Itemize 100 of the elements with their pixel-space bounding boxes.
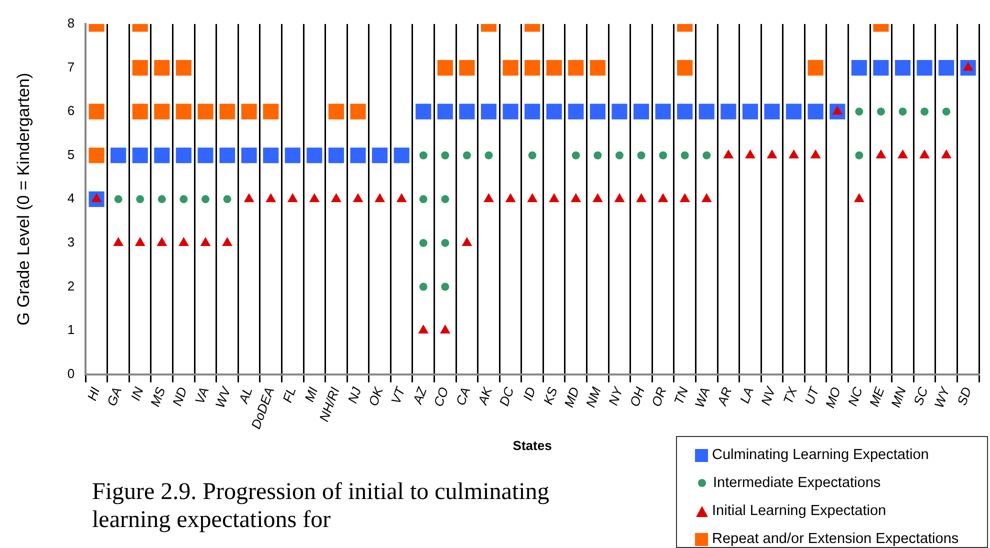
x-tick-label: WY [931, 384, 953, 410]
x-tick-label: OH [626, 384, 648, 409]
legend-label: Culminating Learning Expectation [712, 447, 929, 463]
point [876, 149, 886, 158]
point [374, 193, 385, 202]
point [437, 104, 453, 120]
point [132, 148, 148, 164]
x-tick-label: GA [104, 385, 125, 408]
point [480, 104, 497, 120]
point [590, 104, 606, 120]
point [263, 148, 279, 164]
y-tick-label: 4 [67, 190, 75, 206]
point [548, 193, 560, 202]
point [459, 104, 475, 120]
point [331, 193, 342, 202]
point [219, 148, 236, 164]
point [178, 236, 189, 246]
y-tick-label: 8 [67, 16, 75, 31]
point [287, 193, 298, 202]
point [198, 148, 214, 164]
x-tick-label: FL [280, 385, 299, 404]
point [372, 148, 388, 164]
x-tick-label: NJ [344, 384, 364, 406]
x-tick-label: AL [235, 385, 256, 406]
point [788, 149, 799, 158]
point [916, 60, 932, 76]
y-tick-label: 1 [67, 322, 75, 338]
point [396, 193, 407, 202]
y-tick-label: 5 [67, 146, 75, 162]
y-tick-label: 3 [67, 234, 75, 250]
point [546, 104, 562, 120]
point [113, 236, 124, 246]
point [636, 193, 646, 202]
y-tick-label: 2 [67, 278, 75, 294]
x-tick-label: WA [692, 385, 713, 410]
point [394, 148, 410, 164]
point [502, 104, 518, 120]
x-tick-label: MS [147, 384, 168, 409]
x-tick-label: CA [452, 385, 474, 408]
x-tick-label: DC [496, 384, 517, 408]
x-tick-label: SD [954, 385, 974, 408]
point [437, 60, 453, 76]
point [766, 149, 778, 158]
x-tick-label: MD [561, 385, 582, 410]
y-tick-label: 0 [67, 366, 75, 381]
point [941, 149, 952, 158]
point [938, 60, 954, 76]
point [440, 324, 450, 334]
point [614, 193, 625, 202]
x-tick-label: HI [84, 384, 103, 402]
legend-label: Intermediate Expectations [713, 475, 881, 491]
point [200, 236, 211, 246]
x-tick-label: ND [169, 385, 190, 408]
x-tick-label: ME [866, 384, 888, 409]
legend-label: Initial Learning Expectation [712, 503, 886, 519]
x-axis-title: States [512, 438, 552, 453]
point [570, 193, 582, 202]
point [633, 104, 650, 120]
point [222, 236, 232, 246]
x-tick-label: WV [212, 384, 234, 410]
point [854, 193, 864, 202]
point [919, 149, 930, 158]
x-tick-label: OK [365, 384, 386, 408]
point [851, 60, 867, 76]
x-tick-label: OR [648, 385, 670, 409]
point [134, 236, 146, 246]
point [266, 193, 276, 202]
point [680, 193, 690, 202]
y-tick-label: 7 [67, 59, 75, 74]
point [309, 193, 320, 202]
point [284, 148, 300, 164]
x-tick-label: SC [910, 384, 931, 408]
x-tick-label: IN [128, 384, 147, 402]
point [110, 148, 126, 164]
point [88, 148, 104, 164]
point [568, 104, 584, 120]
y-axis-title: G Grade Level (0 = Kindergarten) [14, 72, 33, 326]
point [176, 148, 192, 164]
point [701, 193, 712, 202]
x-tick-label: NC [844, 384, 866, 408]
x-tick-label: NY [605, 384, 626, 408]
x-tick-label: TN [671, 384, 692, 407]
point [658, 193, 668, 202]
point [742, 104, 758, 120]
point [484, 193, 494, 202]
point [655, 104, 671, 120]
point [156, 236, 168, 246]
caption: Figure 2.9. Progression of initial to culminating learning expectations for [92, 478, 550, 534]
point [244, 193, 254, 202]
x-tick-label: NM [582, 384, 604, 410]
point [786, 104, 802, 120]
x-tick-label: CO [430, 385, 452, 409]
point [350, 148, 366, 164]
point [810, 149, 821, 158]
x-tick-label: AZ [409, 384, 430, 407]
point [462, 236, 472, 246]
x-tick-label: LA [736, 385, 756, 406]
point [418, 324, 429, 334]
point [416, 104, 432, 120]
point [592, 193, 603, 202]
